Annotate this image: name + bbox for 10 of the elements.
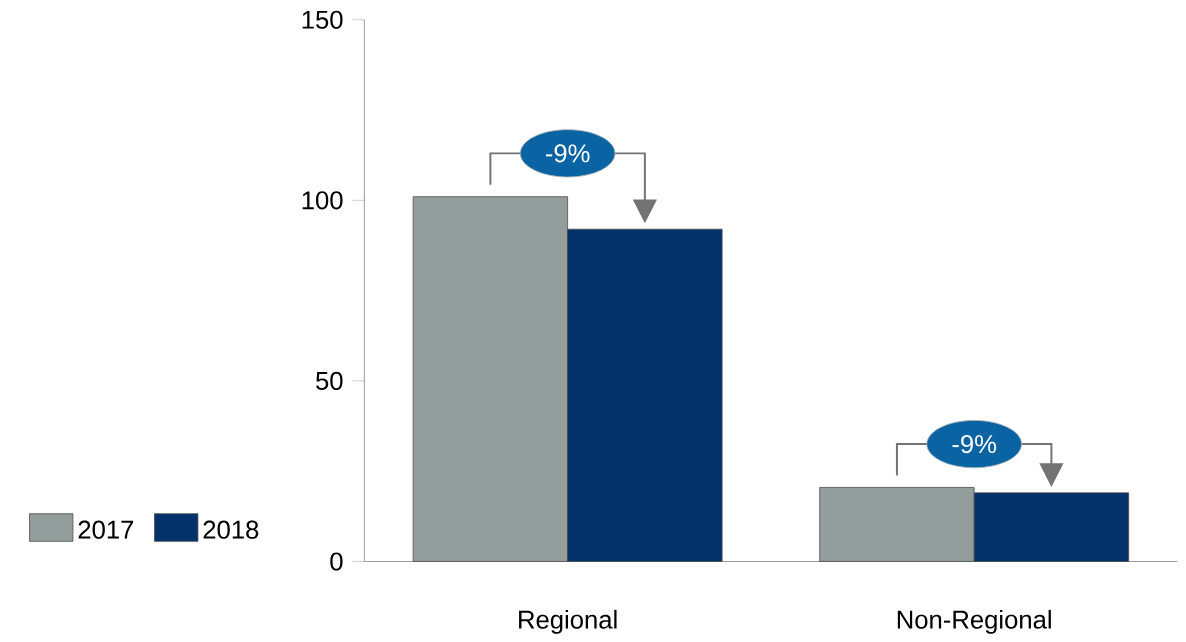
legend-label: 2017 — [78, 520, 134, 539]
y-tick-label: 0 — [330, 552, 343, 571]
x-tick-label: Non-Regional — [897, 609, 1051, 634]
y-tick-label: 50 — [316, 371, 343, 390]
y-tick-label: 150 — [302, 10, 343, 29]
y-tick-label: 100 — [302, 191, 343, 210]
annotation: -9% — [545, 144, 590, 163]
legend-label: 2018 — [203, 520, 259, 539]
x-tick-label: Regional — [519, 609, 617, 634]
annotation: -9% — [952, 434, 997, 454]
